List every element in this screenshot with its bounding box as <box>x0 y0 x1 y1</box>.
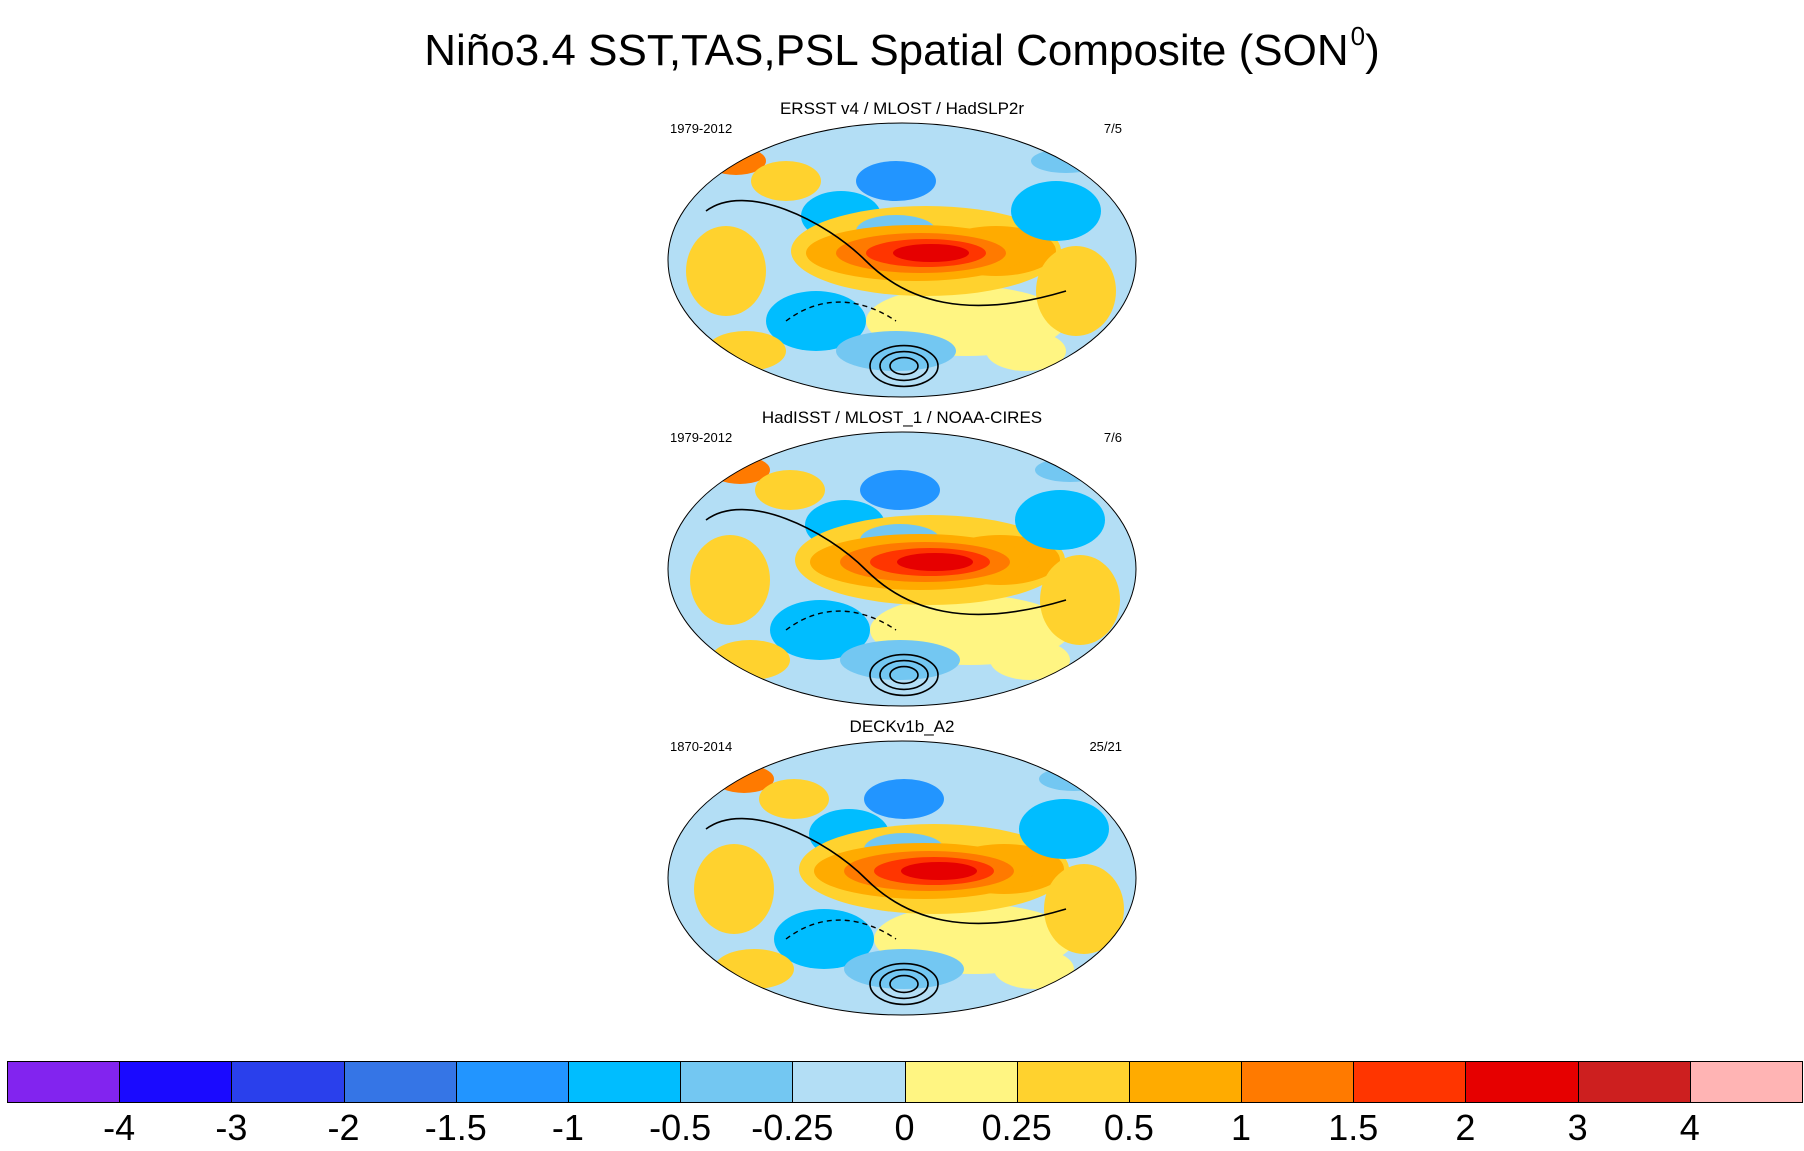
panel-count: 25/21 <box>1089 739 1122 754</box>
anomaly-region <box>774 909 874 969</box>
colorbar-label: -0.5 <box>649 1107 712 1148</box>
chart-title-text: Niño3.4 SST,TAS,PSL Spatial Composite (S… <box>424 26 1349 75</box>
anomaly-region <box>755 470 825 510</box>
anomaly-region <box>706 331 786 371</box>
colorbar-label: 0 <box>894 1107 915 1148</box>
colorbar-label: 2 <box>1455 1107 1476 1148</box>
map-panel-1: ERSST v4 / MLOST / HadSLP2r 1979-2012 7/… <box>652 99 1152 399</box>
colorbar-box <box>792 1061 906 1103</box>
anomaly-region <box>986 331 1066 371</box>
anomaly-region <box>860 470 940 510</box>
colorbar-label: -3 <box>215 1107 248 1148</box>
panel-period: 1979-2012 <box>670 121 733 136</box>
anomaly-region <box>751 161 821 201</box>
colorbar-label: -0.25 <box>751 1107 834 1148</box>
anomaly-region <box>856 161 936 201</box>
colorbar-box <box>1465 1061 1579 1103</box>
anomaly-region <box>1031 149 1101 173</box>
panel-title: HadISST / MLOST_1 / NOAA-CIRES <box>761 408 1043 427</box>
psl-contour-ring-1 <box>879 350 929 382</box>
anomaly-region <box>1036 246 1116 336</box>
colorbar-label: 3 <box>1567 1107 1588 1148</box>
panel-period: 1979-2012 <box>670 430 733 445</box>
psl-contour <box>705 817 1067 925</box>
map-border <box>667 431 1137 707</box>
colorbar-box <box>1128 1061 1243 1103</box>
chart-title-close: ) <box>1365 26 1380 75</box>
composite-map <box>667 122 1137 398</box>
panel-count: 7/6 <box>1103 430 1122 445</box>
colorbar-box <box>231 1061 345 1103</box>
colorbar-label: -1 <box>551 1107 584 1148</box>
psl-contour-ring-0 <box>869 962 939 1006</box>
anomaly-region <box>694 844 774 934</box>
colorbar-label: 0.25 <box>981 1107 1052 1148</box>
map-field <box>668 123 1136 397</box>
psl-contour-ring-2 <box>889 356 919 376</box>
psl-contour-ring-0 <box>869 653 939 697</box>
anomaly-region <box>901 862 977 880</box>
anomaly-region <box>766 291 866 351</box>
map-panel-2: HadISST / MLOST_1 / NOAA-CIRES 1979-2012… <box>652 408 1152 708</box>
anomaly-region <box>1040 555 1120 645</box>
colorbar-box <box>1241 1061 1355 1103</box>
anomaly-region <box>1039 767 1109 791</box>
anomaly-region <box>759 779 829 819</box>
colorbar-box <box>455 1061 569 1103</box>
panel-title: DECKv1b_A2 <box>849 717 955 736</box>
colorbar-box <box>1353 1061 1467 1103</box>
colorbar-label: 1 <box>1231 1107 1252 1148</box>
colorbar-label: 0.5 <box>1103 1107 1154 1148</box>
colorbar-box <box>1689 1061 1803 1103</box>
psl-contour <box>705 508 1067 616</box>
colorbar-box <box>119 1061 233 1103</box>
psl-contour-ring-2 <box>889 665 919 685</box>
anomaly-region <box>690 535 770 625</box>
composite-map <box>667 740 1137 1016</box>
anomaly-region <box>864 779 944 819</box>
psl-contour-ring-1 <box>879 968 929 1000</box>
psl-contour-ring-2 <box>889 974 919 994</box>
anomaly-region <box>1035 458 1105 482</box>
colorbar-box <box>7 1061 121 1103</box>
map-field <box>668 432 1136 706</box>
colorbar-box <box>1577 1061 1691 1103</box>
anomaly-region <box>1011 181 1101 241</box>
anomaly-region <box>770 600 870 660</box>
psl-contour-ring-1 <box>879 659 929 691</box>
map-border <box>667 122 1137 398</box>
colorbar-label: -4 <box>103 1107 136 1148</box>
colorbar-label: 4 <box>1679 1107 1700 1148</box>
colorbar-box <box>1016 1061 1130 1103</box>
colorbar-box <box>567 1061 682 1103</box>
panel-title: ERSST v4 / MLOST / HadSLP2r <box>779 99 1025 118</box>
colorbar-label: 1.5 <box>1328 1107 1379 1148</box>
anomaly-region <box>1015 490 1105 550</box>
colorbar-label: -2 <box>327 1107 360 1148</box>
anomaly-region <box>990 640 1070 680</box>
colorbar-label: -1.5 <box>424 1107 487 1148</box>
anomaly-region <box>710 640 790 680</box>
panel-count: 7/5 <box>1103 121 1122 136</box>
psl-contour-ring-0 <box>869 344 939 388</box>
map-panel-3: DECKv1b_A2 1870-2014 25/21 <box>652 717 1152 1017</box>
anomaly-region <box>897 553 973 571</box>
panel-period: 1870-2014 <box>670 739 733 754</box>
colorbar-box <box>904 1061 1018 1103</box>
anomaly-region <box>714 949 794 989</box>
anomaly-region <box>994 949 1074 989</box>
colorbar <box>7 1061 1803 1105</box>
colorbar-box <box>680 1061 794 1103</box>
anomaly-region <box>893 244 969 262</box>
composite-map <box>667 431 1137 707</box>
colorbar-box <box>343 1061 457 1103</box>
anomaly-region <box>1044 864 1124 954</box>
map-border <box>667 740 1137 1016</box>
anomaly-region <box>1019 799 1109 859</box>
anomaly-region <box>686 226 766 316</box>
psl-contour <box>705 199 1067 307</box>
chart-title: Niño3.4 SST,TAS,PSL Spatial Composite (S… <box>0 10 1804 77</box>
chart-title-superscript: 0 <box>1350 21 1366 51</box>
